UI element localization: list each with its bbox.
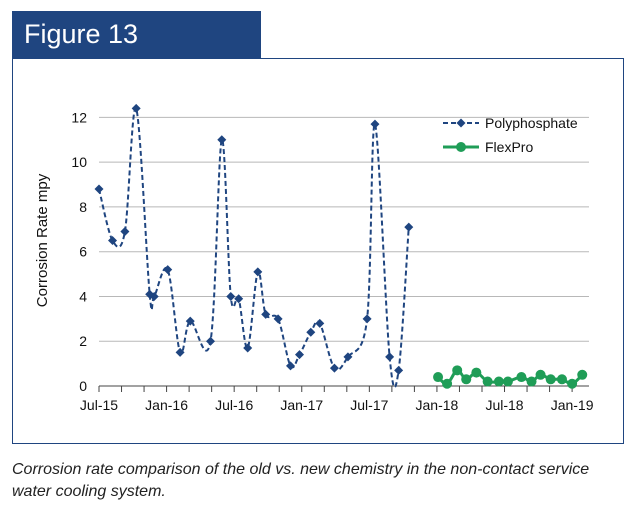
- data-point: [243, 343, 253, 353]
- y-tick-label: 4: [79, 288, 87, 304]
- axes: [98, 385, 589, 392]
- data-point: [482, 376, 493, 387]
- data-point: [206, 336, 216, 346]
- data-point: [385, 352, 395, 362]
- data-point: [452, 365, 463, 376]
- data-point: [253, 267, 263, 277]
- data-point: [315, 318, 325, 328]
- legend-marker: [456, 118, 466, 128]
- data-point: [535, 369, 546, 380]
- data-point: [577, 369, 588, 380]
- y-tick-labels: 0 2 4 6 8 10 12: [71, 109, 87, 394]
- data-point: [502, 376, 513, 387]
- y-tick-label: 10: [71, 154, 87, 170]
- data-point: [217, 135, 227, 145]
- data-point: [108, 236, 118, 245]
- figure-label: Figure 13: [24, 19, 139, 49]
- data-point: [442, 378, 453, 389]
- x-tick-label: Jul-15: [80, 397, 118, 413]
- x-tick-label: Jul-18: [485, 397, 523, 413]
- data-point: [394, 365, 404, 375]
- data-point: [556, 374, 567, 385]
- data-point: [329, 363, 339, 373]
- chart-frame: 0 2 4 6 8 10 12 Jul-15 Jan-16 Jul-16 Jan-17 Jul-17…: [12, 58, 624, 444]
- series-layer: [94, 103, 588, 389]
- y-axis-label: Corrosion Rate mpy: [34, 173, 51, 307]
- data-point: [185, 316, 195, 326]
- y-tick-label: 8: [79, 199, 87, 215]
- data-point: [567, 378, 578, 389]
- data-point: [343, 352, 353, 362]
- data-point: [175, 347, 185, 357]
- legend-label: FlexPro: [485, 139, 533, 155]
- figure-header: Figure 13: [12, 11, 261, 58]
- x-tick-label: Jan-18: [416, 397, 459, 413]
- y-tick-label: 0: [79, 378, 87, 394]
- data-point: [471, 367, 482, 378]
- data-point: [94, 184, 104, 194]
- data-point: [493, 376, 504, 387]
- series-line: [98, 107, 410, 389]
- data-point: [461, 374, 472, 385]
- figure-caption: Corrosion rate comparison of the old vs.…: [12, 461, 590, 500]
- data-point: [120, 227, 130, 237]
- series-flexpro: [433, 365, 588, 389]
- data-point: [404, 222, 414, 232]
- data-point: [226, 291, 236, 301]
- data-point: [163, 265, 173, 275]
- y-tick-label: 2: [79, 333, 87, 349]
- x-tick-label: Jan-16: [145, 397, 188, 413]
- data-point: [234, 294, 244, 304]
- x-tick-labels: Jul-15 Jan-16 Jul-16 Jan-17 Jul-17 Jan-18 Jul-…: [80, 397, 594, 413]
- data-point: [362, 314, 372, 324]
- data-point: [295, 350, 305, 360]
- legend-marker: [456, 142, 466, 152]
- data-point: [526, 376, 537, 387]
- corrosion-rate-chart: 0 2 4 6 8 10 12 Jul-15 Jan-16 Jul-16 Jan-17 Jul-17…: [34, 103, 594, 413]
- data-point: [516, 372, 527, 383]
- legend: Polyphosphate FlexPro: [443, 115, 578, 155]
- data-point: [285, 361, 295, 371]
- x-tick-label: Jul-16: [215, 397, 253, 413]
- data-point: [149, 291, 159, 301]
- y-tick-label: 12: [71, 109, 87, 125]
- gridlines: [99, 116, 589, 342]
- data-point: [433, 372, 444, 383]
- data-point: [261, 309, 271, 319]
- legend-label: Polyphosphate: [485, 115, 578, 131]
- data-point: [273, 314, 283, 324]
- y-tick-label: 6: [79, 244, 87, 260]
- x-tick-label: Jan-19: [551, 397, 594, 413]
- data-point: [545, 374, 556, 385]
- data-point: [370, 119, 380, 129]
- data-point: [306, 327, 316, 337]
- x-tick-label: Jan-17: [280, 397, 323, 413]
- x-tick-label: Jul-17: [350, 397, 388, 413]
- data-point: [131, 103, 141, 113]
- series-polyphosphate: [94, 103, 414, 389]
